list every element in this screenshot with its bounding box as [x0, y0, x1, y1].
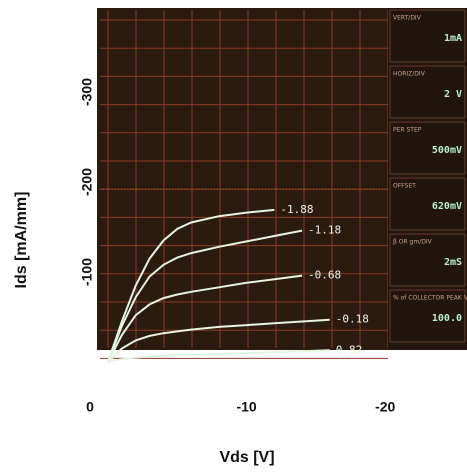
readout-value: 2mS	[444, 257, 462, 268]
y-tick-label: -100	[79, 258, 95, 286]
x-tick-label: 0	[86, 399, 94, 415]
readout-label: HORIZ/DIV	[393, 71, 426, 78]
readout-box	[389, 121, 466, 175]
curve	[107, 208, 275, 363]
readout-box	[389, 289, 466, 343]
curve-label: -0.18	[336, 313, 369, 326]
curve	[107, 349, 330, 363]
curve-label: -0.68	[308, 269, 341, 282]
readout-value: 1mA	[444, 33, 462, 44]
readout-label: PER STEP	[393, 127, 422, 134]
readout-label: % of COLLECTOR PEAK VOLTS	[393, 295, 467, 302]
y-tick-label: -200	[79, 168, 95, 196]
readout-label: β OR gm/DIV	[393, 239, 433, 246]
readout-panel	[388, 8, 467, 350]
readout-label: OFFSET	[393, 183, 416, 190]
x-tick-label: -20	[375, 399, 395, 415]
curve-label: -1.88	[280, 203, 313, 216]
curve	[107, 318, 330, 363]
readout-value: 500mV	[432, 145, 462, 156]
readout-value: 620mV	[432, 201, 462, 212]
x-tick-label: -10	[236, 399, 256, 415]
readout-box	[389, 177, 466, 231]
x-axis-label: Vds [V]	[219, 449, 274, 466]
readout-box	[389, 233, 466, 287]
y-axis-label: Ids [mA/mm]	[13, 192, 30, 289]
readout-value: 2 V	[444, 89, 462, 100]
readout-box	[389, 65, 466, 119]
readout-label: VERT/DIV	[393, 15, 422, 22]
curve	[107, 274, 303, 363]
curve	[107, 229, 303, 363]
curve-label: -1.18	[308, 224, 341, 237]
curve-label: 0.82	[336, 343, 363, 356]
y-tick-label: -300	[79, 78, 95, 106]
readout-value: 100.0	[432, 313, 462, 324]
readout-box	[389, 9, 466, 63]
